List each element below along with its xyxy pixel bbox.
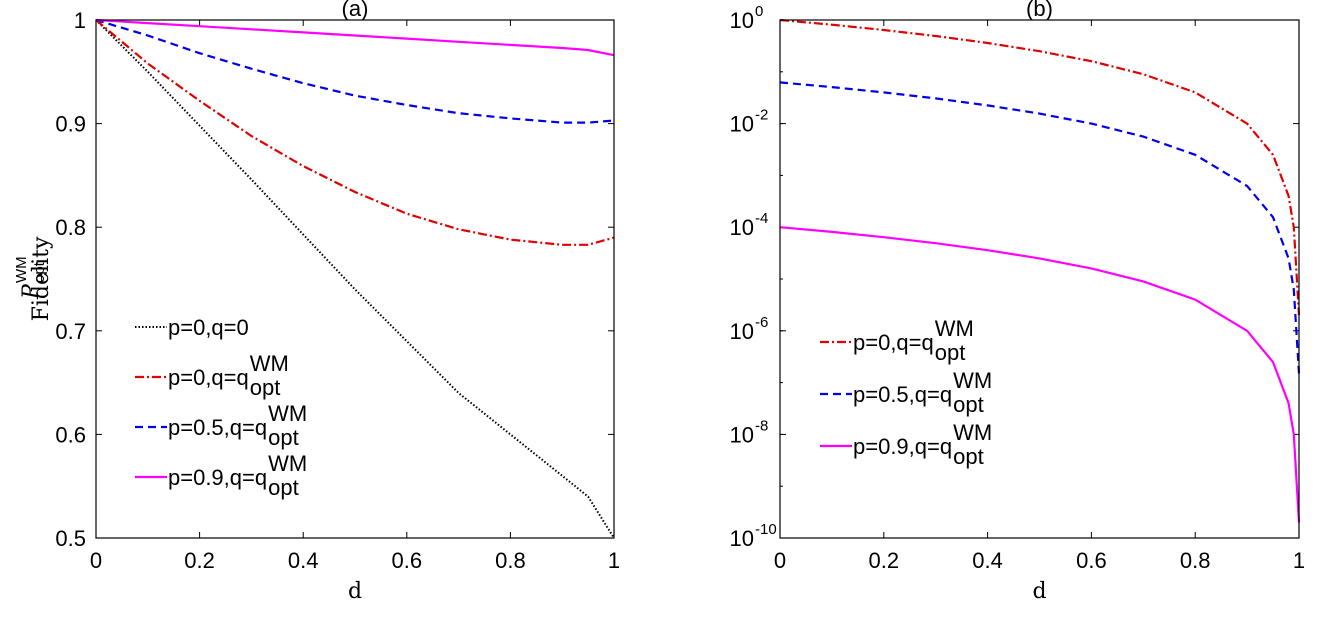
y-tick-label: 0.5 xyxy=(55,526,86,551)
x-tick-label: 0.8 xyxy=(495,548,526,573)
y-axis-label: P xyxy=(19,283,44,300)
legend-label-sub-1: opt xyxy=(953,392,984,417)
series-line-0 xyxy=(95,19,615,539)
chart-title: (a) xyxy=(342,0,369,21)
x-tick-label: 0.2 xyxy=(184,548,215,573)
legend-label-2: p=0.5,q=q xyxy=(168,415,267,440)
y-tick-exponent: -4 xyxy=(755,210,768,227)
chart-panel-b: (b)0 0.2 0.4 0.6 0.8 110-1010-810-610-410-210… xyxy=(13,0,1305,604)
y-tick-label: 0.8 xyxy=(55,215,86,240)
y-tick-label: 0.7 xyxy=(55,319,86,344)
legend-label-sup-1: WM xyxy=(953,368,992,393)
legend-label-sup-2: WM xyxy=(268,401,307,426)
y-tick-exponent: -10 xyxy=(755,521,777,538)
series-line-0 xyxy=(779,18,1301,316)
y-tick-label: 10 xyxy=(730,8,754,33)
x-tick-label: 1 xyxy=(608,548,620,573)
y-tick-exponent: -2 xyxy=(755,107,768,124)
legend-label-sub-1: opt xyxy=(250,375,281,400)
series-line-3 xyxy=(95,18,615,57)
y-tick-label: 10 xyxy=(730,112,754,137)
y-tick-exponent: -8 xyxy=(755,417,768,434)
legend-label-sub-3: opt xyxy=(268,475,299,500)
legend-label-sub-2: opt xyxy=(953,444,984,469)
legend-label-2: p=0.9,q=q xyxy=(853,434,952,459)
chart-title: (b) xyxy=(1026,0,1053,21)
y-tick-label: 1 xyxy=(74,8,86,33)
y-axis-label: Fidelity xyxy=(29,236,54,321)
x-tick-label: 0.6 xyxy=(1076,548,1107,573)
y-tick-label: 10 xyxy=(730,526,754,551)
y-tick-exponent: 0 xyxy=(755,3,763,20)
y-tick-label: 0.9 xyxy=(55,112,86,137)
x-tick-label: 0 xyxy=(90,548,102,573)
y-tick-label: 10 xyxy=(730,215,754,240)
y-axis-label-sub: opt xyxy=(31,261,48,283)
legend-label-0: p=0,q=q xyxy=(853,330,934,355)
legend-label-1: p=0,q=q xyxy=(168,365,249,390)
legend-label-1: p=0.5,q=q xyxy=(853,382,952,407)
series-line-2 xyxy=(95,18,615,124)
legend-label-sub-0: opt xyxy=(935,340,966,365)
legend-label-3: p=0.9,q=q xyxy=(168,465,267,490)
series-line-2 xyxy=(779,226,1301,523)
y-axis-label-sup: WM xyxy=(13,256,30,283)
y-tick-exponent: -6 xyxy=(755,314,768,331)
plot-frame xyxy=(95,19,615,539)
legend-label-sub-2: opt xyxy=(268,425,299,450)
x-tick-label: 0.4 xyxy=(972,548,1003,573)
legend-label-0: p=0,q=0 xyxy=(168,315,249,340)
legend-label-sup-0: WM xyxy=(935,316,974,341)
x-tick-label: 0.6 xyxy=(392,548,423,573)
x-axis-label: d xyxy=(348,579,362,604)
series-line-1 xyxy=(779,81,1301,374)
x-tick-label: 0.2 xyxy=(869,548,900,573)
y-tick-label: 10 xyxy=(730,422,754,447)
x-tick-label: 1 xyxy=(1293,548,1305,573)
x-axis-label: d xyxy=(1032,579,1046,604)
chart-panel-a: (a) 0 0.2 0.4 0.6 0.8 1 0.5 0.6 0.7 0.8 0.9 1 d Fideli… xyxy=(29,0,620,604)
y-tick-label: 10 xyxy=(730,319,754,344)
x-tick-label: 0 xyxy=(774,548,786,573)
y-tick-label: 0.6 xyxy=(55,422,86,447)
x-tick-label: 0.4 xyxy=(288,548,319,573)
series-line-1 xyxy=(95,19,615,246)
x-tick-label: 0.8 xyxy=(1180,548,1211,573)
plot-frame xyxy=(779,19,1300,539)
legend-label-sup-2: WM xyxy=(953,420,992,445)
legend-label-sup-3: WM xyxy=(268,451,307,476)
legend-label-sup-1: WM xyxy=(250,351,289,376)
